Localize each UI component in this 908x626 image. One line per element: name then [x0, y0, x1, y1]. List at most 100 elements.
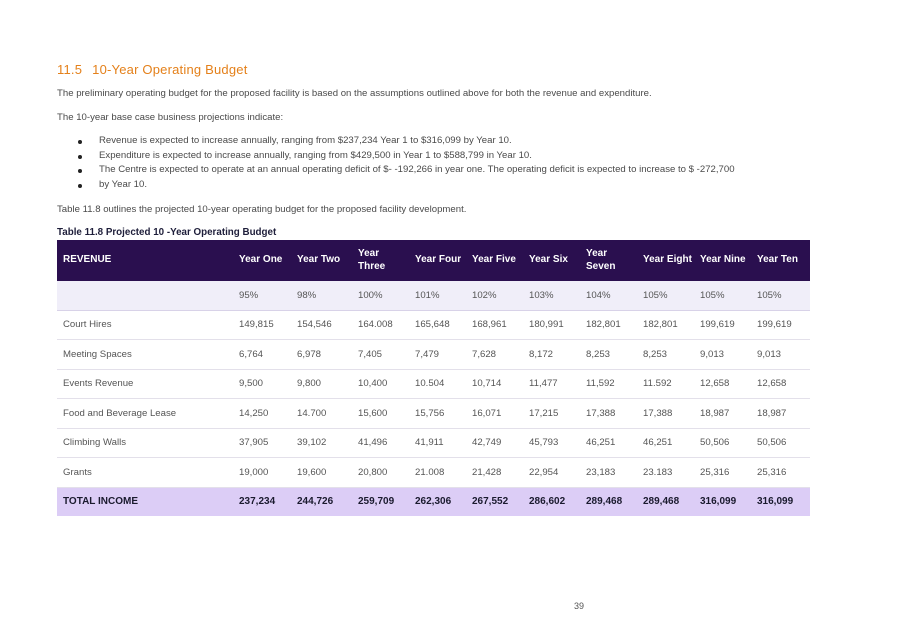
table-cell: 25,316 — [750, 457, 810, 488]
row-label: TOTAL INCOME — [57, 487, 232, 516]
intro-paragraph: The preliminary operating budget for the… — [57, 88, 652, 99]
table-cell: 10,714 — [465, 369, 522, 399]
table-cell: 237,234 — [232, 487, 290, 516]
table-cell: 267,552 — [465, 487, 522, 516]
header-year: Year Five — [465, 240, 522, 281]
header-year: Year Two — [290, 240, 351, 281]
table-cell: 11,592 — [579, 369, 636, 399]
table-cell: 244,726 — [290, 487, 351, 516]
table-cell: 7,405 — [351, 339, 408, 370]
table-row: Climbing Walls 37,905 39,102 41,496 41,9… — [57, 428, 810, 458]
table-cell: 105% — [750, 281, 810, 311]
table-cell: 168,961 — [465, 310, 522, 340]
table-cell: 165,648 — [408, 310, 465, 340]
table-header-row: REVENUE Year One Year Two Year Three Yea… — [57, 240, 810, 281]
table-cell: 100% — [351, 281, 408, 311]
table-cell: 6,978 — [290, 339, 351, 370]
projection-bullet-list: Revenue is expected to increase annually… — [57, 134, 877, 193]
header-revenue: REVENUE — [57, 240, 232, 281]
table-cell: 7,479 — [408, 339, 465, 370]
header-year: Year Eight — [636, 240, 693, 281]
table-intro: Table 11.8 outlines the projected 10-yea… — [57, 204, 467, 215]
table-cell: 15,756 — [408, 398, 465, 429]
table-cell: 18,987 — [750, 398, 810, 429]
table-cell: 259,709 — [351, 487, 408, 516]
section-heading: 11.5 10-Year Operating Budget — [57, 62, 248, 77]
table-cell: 95% — [232, 281, 290, 311]
table-cell: 16,071 — [465, 398, 522, 429]
table-caption: Table 11.8 Projected 10 -Year Operating … — [57, 227, 277, 238]
table-cell: 10.504 — [408, 369, 465, 399]
table-cell: 23,183 — [579, 457, 636, 488]
table-row: Grants 19,000 19,600 20,800 21.008 21,42… — [57, 457, 810, 488]
table-cell: 46,251 — [579, 428, 636, 458]
projections-intro: The 10-year base case business projectio… — [57, 112, 284, 123]
table-cell: 46,251 — [636, 428, 693, 458]
table-cell: 182,801 — [636, 310, 693, 340]
table-cell: 11,477 — [522, 369, 579, 399]
table-cell: 25,316 — [693, 457, 750, 488]
table-cell: 8,253 — [636, 339, 693, 370]
table-row: Meeting Spaces 6,764 6,978 7,405 7,479 7… — [57, 339, 810, 370]
row-label: Climbing Walls — [57, 428, 232, 458]
table-cell: 149,815 — [232, 310, 290, 340]
table-cell: 316,099 — [750, 487, 810, 516]
table-cell: 105% — [636, 281, 693, 311]
table-cell: 164.008 — [351, 310, 408, 340]
table-cell: 14,250 — [232, 398, 290, 429]
table-cell: 41,496 — [351, 428, 408, 458]
table-cell: 6,764 — [232, 339, 290, 370]
table-cell: 19,600 — [290, 457, 351, 488]
table-cell: 21,428 — [465, 457, 522, 488]
table-cell: 199,619 — [750, 310, 810, 340]
table-cell: 20,800 — [351, 457, 408, 488]
row-label: Food and Beverage Lease — [57, 398, 232, 429]
row-label: Meeting Spaces — [57, 339, 232, 370]
table-cell: 21.008 — [408, 457, 465, 488]
table-cell: 12,658 — [693, 369, 750, 399]
table-cell: 289,468 — [579, 487, 636, 516]
bullet-item: The Centre is expected to operate at an … — [57, 163, 877, 178]
bullet-item: Expenditure is expected to increase annu… — [57, 149, 877, 164]
table-cell: 102% — [465, 281, 522, 311]
table-cell: 105% — [693, 281, 750, 311]
table-cell: 42,749 — [465, 428, 522, 458]
header-year: Year Ten — [750, 240, 810, 281]
table-cell: 199,619 — [693, 310, 750, 340]
table-cell: 10,400 — [351, 369, 408, 399]
table-cell: 316,099 — [693, 487, 750, 516]
table-cell — [57, 281, 232, 311]
table-cell: 45,793 — [522, 428, 579, 458]
section-title: 10-Year Operating Budget — [92, 62, 248, 77]
table-cell: 7,628 — [465, 339, 522, 370]
total-income-row: TOTAL INCOME 237,234 244,726 259,709 262… — [57, 487, 810, 516]
table-cell: 154,546 — [290, 310, 351, 340]
table-cell: 182,801 — [579, 310, 636, 340]
table-cell: 17,388 — [636, 398, 693, 429]
table-cell: 289,468 — [636, 487, 693, 516]
bullet-item: by Year 10. — [57, 178, 877, 193]
header-year: Year Four — [408, 240, 465, 281]
page-number: 39 — [574, 601, 585, 611]
table-cell: 22,954 — [522, 457, 579, 488]
operating-budget-table: REVENUE Year One Year Two Year Three Yea… — [57, 240, 810, 516]
table-cell: 37,905 — [232, 428, 290, 458]
table-cell: 286,602 — [522, 487, 579, 516]
table-cell: 9,013 — [750, 339, 810, 370]
table-cell: 14.700 — [290, 398, 351, 429]
section-number: 11.5 — [57, 62, 83, 77]
percentage-row: 95% 98% 100% 101% 102% 103% 104% 105% 10… — [57, 281, 810, 311]
table-cell: 180,991 — [522, 310, 579, 340]
table-cell: 41,911 — [408, 428, 465, 458]
table-cell: 18,987 — [693, 398, 750, 429]
table-cell: 50,506 — [750, 428, 810, 458]
table-cell: 262,306 — [408, 487, 465, 516]
table-cell: 23.183 — [636, 457, 693, 488]
table-cell: 8,172 — [522, 339, 579, 370]
table-cell: 8,253 — [579, 339, 636, 370]
table-cell: 11.592 — [636, 369, 693, 399]
table-cell: 9,500 — [232, 369, 290, 399]
table-cell: 98% — [290, 281, 351, 311]
table-cell: 9,800 — [290, 369, 351, 399]
table-cell: 104% — [579, 281, 636, 311]
